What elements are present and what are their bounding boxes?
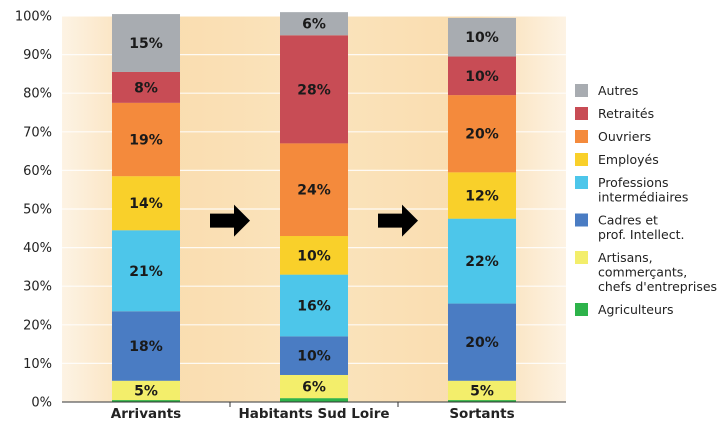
bar-stack: 6% 10% 16% 10% 24% 28% 6% (280, 12, 348, 402)
legend-label: chefs d'entreprises (598, 279, 717, 294)
data-label: 6% (302, 17, 326, 33)
data-label: 15% (129, 36, 163, 52)
legend-swatch (575, 153, 588, 166)
data-label: 22% (465, 254, 499, 270)
data-label: 20% (465, 127, 499, 143)
y-axis: 0% 10% 20% 30% 40% 50% 60% 70% 80% 90% 100% (15, 10, 52, 411)
data-label: 5% (134, 383, 158, 399)
data-label: 5% (470, 383, 494, 399)
legend-swatch (575, 303, 588, 316)
arrows (210, 204, 418, 237)
data-label: 10% (297, 248, 331, 264)
bar-segment (280, 274, 348, 337)
legend-item: Ouvriers (575, 129, 651, 144)
legend-swatch (575, 213, 588, 227)
legend-swatch (575, 130, 588, 143)
data-label: 16% (297, 299, 331, 315)
bars: 5% 18% 21% 14% 19% 8% 15% 6% 10% 16% 10% 24% 28% 6% 5%… (112, 12, 516, 402)
bar-segment (280, 236, 348, 275)
data-label: 10% (465, 69, 499, 85)
y-tick-label: 60% (23, 164, 52, 179)
legend-label: Cadres et (598, 213, 658, 228)
legend-item: Artisans,commerçants,chefs d'entreprises (575, 250, 717, 294)
x-category-label: Habitants Sud Loire (238, 406, 389, 422)
bar-segment (448, 172, 516, 219)
legend-item: Autres (575, 83, 638, 98)
arrow-icon (210, 204, 250, 237)
data-label: 12% (465, 188, 499, 204)
bar-segment (448, 218, 516, 304)
x-category-label: Sortants (449, 406, 514, 422)
legend-label: Autres (598, 83, 638, 98)
bar-segment (280, 374, 348, 399)
bar-stack: 5% 20% 22% 12% 20% 10% 10% (448, 17, 516, 402)
legend-label: commerçants, (598, 265, 687, 280)
legend-label: Employés (598, 152, 659, 167)
bar-segment (280, 35, 348, 144)
legend-label: Professions (598, 175, 669, 190)
legend-swatch (575, 176, 588, 189)
bar-stack: 5% 18% 21% 14% 19% 8% 15% (112, 14, 180, 402)
legend-swatch (575, 251, 588, 264)
arrow-icon (378, 204, 418, 237)
data-label: 14% (129, 196, 163, 212)
data-label: 21% (129, 264, 163, 280)
bar-segment (280, 336, 348, 375)
bar-segment (112, 176, 180, 231)
bar-segment (448, 303, 516, 381)
bar-segment (448, 17, 516, 57)
data-label: 6% (302, 380, 326, 396)
legend-label: Ouvriers (598, 129, 651, 144)
bar-segment (112, 400, 180, 402)
legend-item: Employés (575, 152, 659, 167)
bar-segment (112, 230, 180, 312)
y-tick-label: 40% (23, 241, 52, 256)
data-label: 10% (465, 30, 499, 46)
legend-swatch (575, 107, 588, 120)
data-label: 10% (297, 349, 331, 365)
bar-segment (112, 311, 180, 381)
y-tick-label: 10% (23, 357, 52, 372)
y-tick-label: 100% (15, 10, 52, 25)
data-label: 18% (129, 339, 163, 355)
data-label: 20% (465, 335, 499, 351)
bar-segment (112, 14, 180, 72)
bar-segment (448, 56, 516, 96)
bar-segment (112, 71, 180, 103)
data-label: 19% (129, 133, 163, 149)
data-label: 24% (297, 183, 331, 199)
bar-segment (112, 380, 180, 401)
bar-segment (112, 102, 180, 177)
y-tick-label: 80% (23, 87, 52, 102)
y-tick-label: 20% (23, 318, 52, 333)
y-tick-label: 0% (31, 396, 52, 411)
data-label: 8% (134, 80, 158, 96)
y-tick-label: 90% (23, 48, 52, 63)
legend-label: prof. Intellect. (598, 227, 684, 242)
x-axis: Arrivants Habitants Sud Loire Sortants (62, 401, 566, 422)
legend-label: Artisans, (598, 250, 653, 265)
bar-segment (448, 380, 516, 401)
legend-label: Agriculteurs (598, 302, 674, 317)
legend-item: Retraités (575, 106, 654, 121)
bar-segment (448, 400, 516, 402)
bar-segment (448, 95, 516, 173)
bar-segment (280, 143, 348, 237)
x-category-label: Arrivants (111, 406, 181, 422)
y-tick-label: 50% (23, 203, 52, 218)
legend-swatch (575, 84, 588, 97)
legend: Autres Retraités Ouvriers Employés Professio… (575, 83, 717, 317)
legend-label: Retraités (598, 106, 654, 121)
legend-item: Agriculteurs (575, 302, 674, 317)
bar-segment (280, 12, 348, 36)
y-tick-label: 30% (23, 280, 52, 295)
y-tick-label: 70% (23, 125, 52, 140)
bar-segment (280, 398, 348, 402)
legend-label: intermédiaires (598, 190, 688, 205)
data-label: 28% (297, 82, 331, 98)
